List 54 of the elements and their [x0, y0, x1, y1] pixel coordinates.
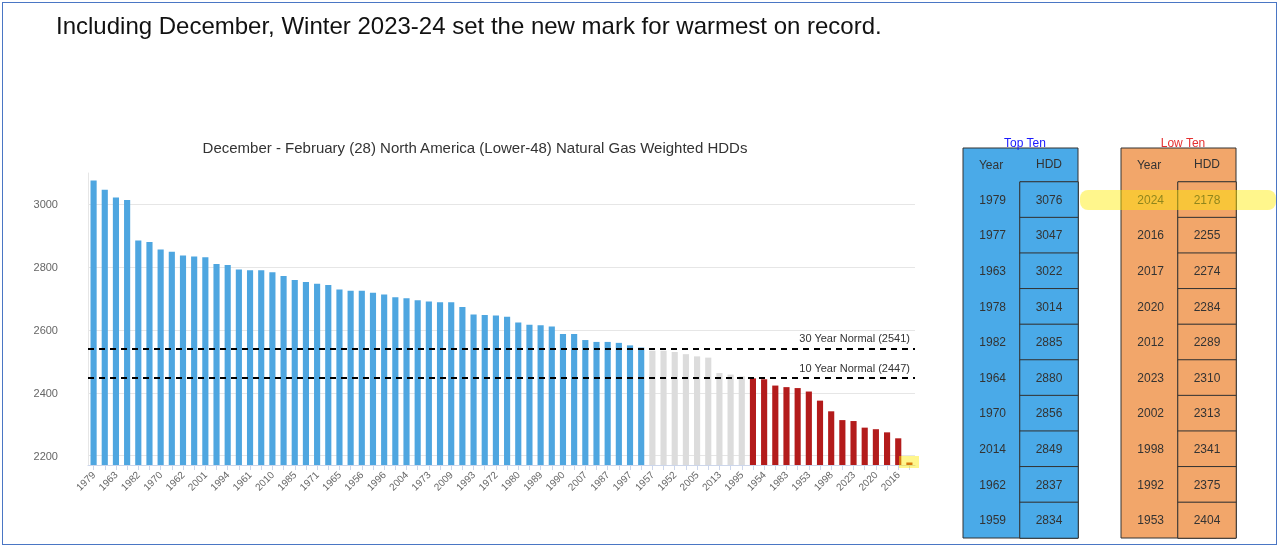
y-axis-title: Year: [1136, 158, 1162, 172]
data-label: 3014: [1035, 299, 1063, 314]
data-label: 2310: [1193, 370, 1221, 385]
y-tick-label: 1979: [979, 192, 1007, 207]
y-tick-label: 1970: [979, 406, 1007, 421]
y-tick-label: 2012: [1137, 335, 1165, 350]
y-tick-label: 1982: [979, 335, 1007, 350]
y-tick-label: 1998: [1137, 442, 1165, 456]
y-tick-label: 2200: [33, 449, 58, 462]
x-tick-label: HDD: [1194, 157, 1221, 171]
x-tick-label: HDD: [1036, 157, 1063, 171]
data-label: 2255: [1193, 228, 1221, 243]
data-label: 2313: [1193, 406, 1221, 421]
data-label: 2404: [1193, 513, 1221, 528]
data-label: 2274: [1193, 264, 1221, 278]
data-label: 2341: [1193, 442, 1221, 456]
data-label: 2837: [1035, 477, 1063, 492]
data-label: 2284: [1193, 299, 1221, 314]
data-label: 3076: [1035, 192, 1063, 207]
y-tick-label: 1963: [979, 264, 1007, 278]
data-label: 3022: [1035, 264, 1063, 278]
y-tick-label: 2400: [33, 386, 58, 399]
y-tick-label: 1977: [979, 228, 1007, 243]
y-tick-label: 3000: [33, 198, 58, 211]
y-tick-label: 1992: [1137, 477, 1165, 492]
chart-title: Low Ten: [1160, 136, 1206, 150]
y-tick-label: 2017: [1137, 264, 1165, 278]
y-tick-label: 1964: [979, 370, 1007, 385]
data-label: 2856: [1035, 406, 1063, 421]
y-tick-label: 1959: [979, 513, 1007, 528]
data-label: 2289: [1193, 335, 1221, 350]
chart-title: Top Ten: [1004, 136, 1046, 150]
y-tick-label: 2016: [1137, 228, 1165, 243]
chart-title: Including December, Winter 2023-24 set the new mark for warmest on record.: [56, 12, 882, 40]
data-label: 2178: [1193, 192, 1221, 207]
ref-line-label: 10 Year Normal (2447): [799, 361, 910, 374]
y-tick-label: 1953: [1137, 513, 1165, 528]
ref-line-label: 30 Year Normal (2541): [799, 332, 910, 345]
data-label: 2880: [1035, 370, 1063, 385]
y-tick-label: 2023: [1137, 370, 1165, 385]
y-tick-label: 2014: [979, 442, 1007, 456]
chart-subtitle: December - February (28) North America (Lower-48) Natural Gas Weighted HDDs: [202, 139, 748, 156]
y-tick-label: 2020: [1137, 299, 1165, 314]
y-tick-label: 2024: [1137, 192, 1165, 207]
data-label: 2375: [1193, 477, 1221, 492]
y-tick-label: 2800: [33, 261, 58, 274]
y-tick-label: 1978: [979, 299, 1007, 314]
data-label: 2885: [1035, 335, 1063, 350]
y-axis-title: Year: [978, 158, 1004, 172]
data-label: 2834: [1035, 513, 1063, 528]
data-label: 2849: [1035, 442, 1063, 456]
y-tick-label: 2002: [1137, 406, 1165, 421]
data-label: 3047: [1035, 228, 1063, 243]
y-tick-label: 2600: [33, 323, 58, 336]
